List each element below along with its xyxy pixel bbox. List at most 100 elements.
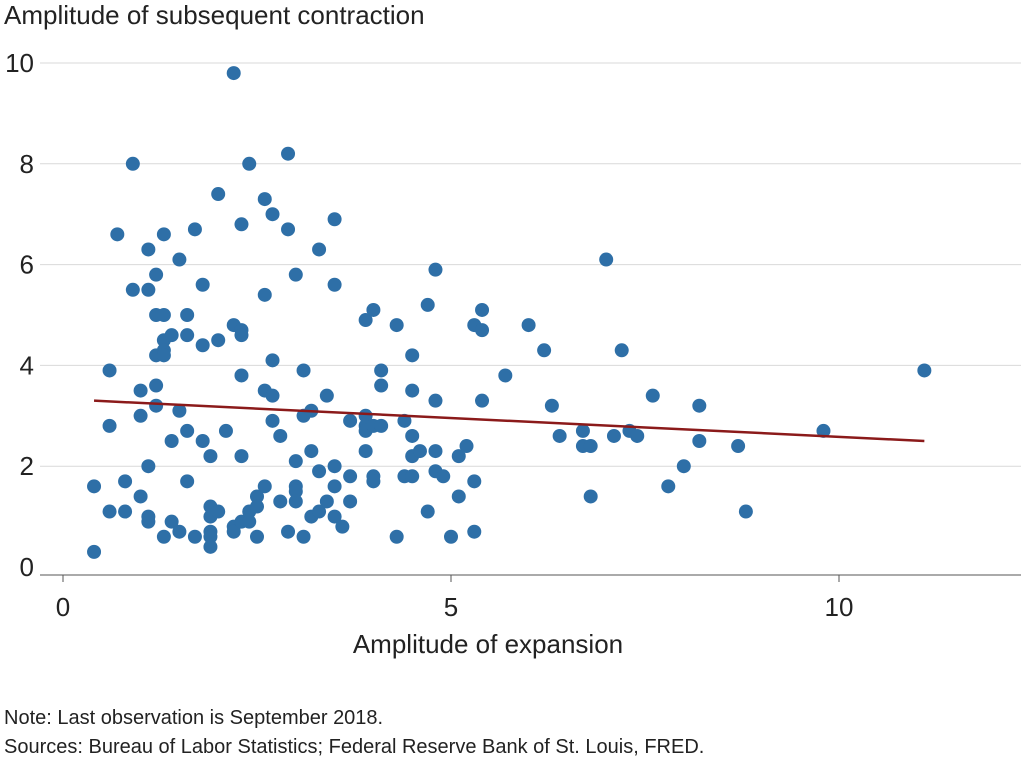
data-point (172, 524, 187, 539)
data-point (389, 529, 404, 544)
x-tick-label-5: 5 (444, 592, 458, 622)
data-point (102, 418, 117, 433)
data-point (265, 413, 280, 428)
x-tick-label-0: 0 (56, 592, 70, 622)
data-point (451, 489, 466, 504)
data-point (234, 217, 249, 232)
data-point (87, 479, 102, 494)
data-point (692, 398, 707, 413)
data-point (327, 479, 342, 494)
data-point (312, 504, 327, 519)
data-point (242, 156, 257, 171)
data-point (606, 428, 621, 443)
data-point (374, 363, 389, 378)
data-point (195, 277, 210, 292)
data-point (343, 413, 358, 428)
data-point (436, 469, 451, 484)
data-point (544, 398, 559, 413)
data-point (234, 449, 249, 464)
y-axis-label: Amplitude of subsequent contraction (4, 0, 425, 30)
data-point (731, 439, 746, 454)
data-points (87, 66, 932, 559)
data-point (444, 529, 458, 544)
data-point (521, 318, 536, 333)
y-tick-label-2: 2 (20, 451, 34, 481)
data-point (257, 479, 272, 494)
data-point (180, 328, 195, 343)
data-point (319, 494, 334, 509)
data-point (475, 323, 490, 338)
data-point (226, 524, 241, 539)
data-point (537, 343, 552, 358)
data-point (327, 277, 342, 292)
data-point (102, 363, 117, 378)
data-point (288, 494, 303, 509)
trend-line (93, 399, 925, 443)
data-point (172, 252, 187, 267)
data-point (118, 474, 133, 489)
y-tick-label-8: 8 (20, 149, 34, 179)
data-point (296, 529, 311, 544)
data-point (374, 378, 389, 393)
data-point (676, 459, 691, 474)
data-point (156, 348, 171, 363)
data-point (141, 509, 156, 524)
data-point (397, 413, 412, 428)
data-point (172, 403, 187, 418)
data-point (327, 509, 342, 524)
data-point (428, 262, 443, 277)
data-point (281, 222, 296, 237)
gridlines (40, 62, 1021, 467)
data-point (343, 494, 358, 509)
data-point (265, 388, 280, 403)
data-point (366, 474, 381, 489)
data-point (265, 207, 280, 222)
data-point (428, 393, 443, 408)
data-point (599, 252, 614, 267)
data-point (149, 378, 164, 393)
data-point (110, 227, 125, 242)
data-point (102, 504, 117, 519)
data-point (133, 408, 148, 423)
data-point (420, 504, 435, 519)
data-point (164, 434, 179, 448)
data-point (141, 459, 156, 474)
data-point (141, 282, 156, 297)
data-point (358, 313, 373, 328)
data-point (273, 428, 288, 443)
sources-text: Sources: Bureau of Labor Statistics; Fed… (4, 736, 704, 758)
y-tick-labels: 0 2 4 6 8 10 (5, 48, 34, 582)
data-point (312, 242, 327, 257)
data-point (358, 408, 373, 423)
data-point (630, 428, 645, 443)
data-point (335, 519, 350, 534)
data-point (149, 267, 164, 282)
data-point (273, 494, 288, 509)
data-point (459, 439, 474, 454)
data-point (475, 302, 490, 317)
data-point (467, 474, 482, 489)
data-point (250, 499, 264, 514)
data-point (203, 449, 218, 464)
data-point (226, 66, 241, 81)
data-point (250, 489, 264, 504)
data-point (180, 308, 195, 322)
data-point (234, 328, 249, 343)
data-point (149, 398, 164, 413)
data-point (180, 474, 195, 489)
data-point (405, 348, 420, 363)
data-point (195, 434, 210, 448)
data-point (281, 524, 296, 539)
data-point (281, 146, 296, 161)
data-point (583, 439, 598, 454)
data-point (257, 192, 272, 207)
data-point (319, 388, 334, 403)
data-point (187, 529, 202, 544)
data-point (405, 383, 420, 398)
data-point (583, 489, 598, 504)
data-point (187, 222, 202, 237)
data-point (412, 444, 427, 459)
data-point (125, 282, 140, 297)
data-point (475, 393, 490, 408)
note-text: Note: Last observation is September 2018… (4, 707, 383, 729)
